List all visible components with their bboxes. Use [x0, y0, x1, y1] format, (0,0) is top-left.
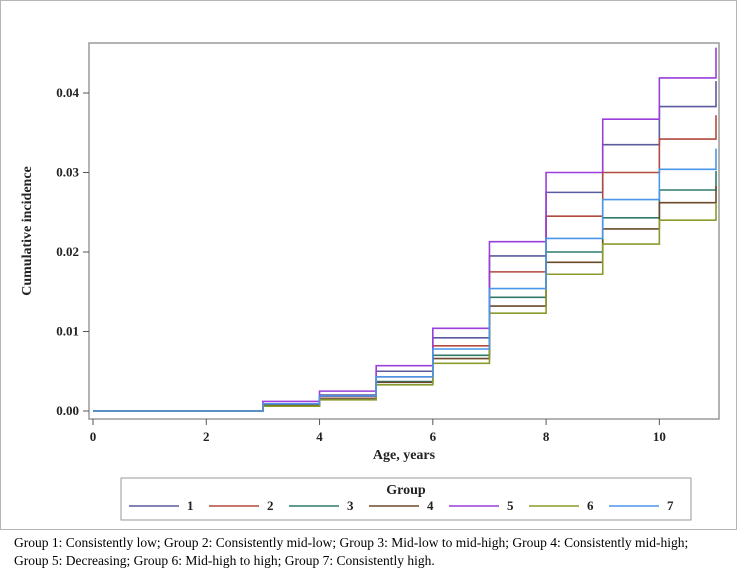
chart: 0 2 4 6 8 10 0.00 0.01 0.02 0.03 0.04 Age, years Cum…: [20, 42, 720, 521]
legend-label-4: 4: [427, 498, 434, 513]
series-line-1: [93, 81, 717, 412]
legend-label-1: 1: [187, 498, 194, 513]
series-line-6: [93, 202, 717, 412]
series-line-3: [93, 170, 717, 412]
x-axis-label: Age, years: [373, 448, 436, 463]
x-tick-label: 8: [543, 429, 550, 444]
series-line-2: [93, 115, 717, 412]
x-tick-label: 2: [203, 429, 210, 444]
y-tick-label: 0.03: [56, 165, 79, 180]
caption-line-1: Group 1: Consistently low; Group 2: Cons…: [14, 535, 689, 550]
y-tick-label: 0.04: [56, 85, 79, 100]
y-tick-label: 0.02: [56, 244, 79, 259]
x-tick-label: 6: [430, 429, 437, 444]
x-tick-label: 10: [653, 429, 666, 444]
chart-frame: 0 2 4 6 8 10 0.00 0.01 0.02 0.03 0.04 Age, years Cum…: [0, 0, 737, 530]
caption-line-2: Group 5: Decreasing; Group 6: Mid-high t…: [14, 553, 435, 568]
y-tick-label: 0.01: [56, 324, 79, 339]
legend-label-2: 2: [267, 498, 274, 513]
plot-area: [88, 42, 720, 420]
legend-label-7: 7: [667, 498, 674, 513]
legend-label-6: 6: [587, 498, 594, 513]
series-line-7: [93, 148, 717, 412]
legend-label-5: 5: [507, 498, 514, 513]
x-tick-label: 4: [316, 429, 323, 444]
legend: [120, 477, 692, 521]
x-tick-label: 0: [90, 429, 97, 444]
y-axis-label: Cumulative incidence: [20, 166, 35, 296]
legend-title: Group: [386, 483, 426, 498]
y-tick-label: 0.00: [56, 403, 79, 418]
figure-caption: Group 1: Consistently low; Group 2: Cons…: [14, 534, 729, 570]
legend-label-3: 3: [347, 498, 354, 513]
